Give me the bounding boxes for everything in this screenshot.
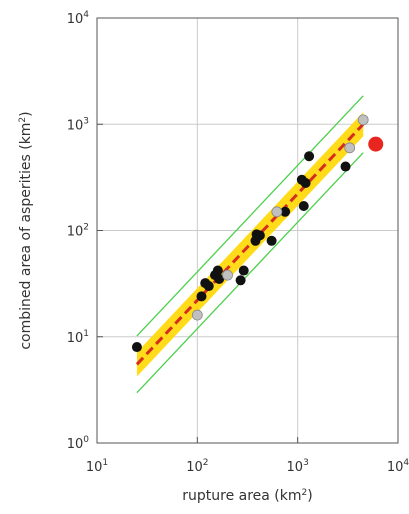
data-point — [203, 281, 214, 292]
y-tick-label: 102 — [67, 223, 89, 240]
data-point — [340, 161, 351, 172]
data-point — [131, 342, 142, 353]
y-axis-label: combined area of asperities (km2) — [18, 111, 34, 349]
gray-data-point — [222, 269, 233, 281]
gray-data-point — [191, 309, 203, 321]
y-tick-label: 104 — [67, 10, 90, 27]
gray-data-point — [357, 114, 369, 126]
grid-lines — [96, 17, 399, 444]
data-point — [266, 235, 277, 246]
x-tick-label: 102 — [186, 458, 208, 475]
data-point — [214, 273, 225, 284]
regression-lines — [135, 95, 365, 394]
y-tick-label: 103 — [67, 116, 89, 133]
data-point — [298, 201, 309, 212]
x-tick-label: 104 — [387, 458, 409, 475]
y-tick-label: 101 — [67, 329, 89, 346]
data-point — [212, 265, 223, 276]
data-point — [280, 206, 291, 217]
lower-bound-line — [136, 152, 364, 394]
y-tick-label: 100 — [67, 435, 90, 452]
gray-data-point — [271, 206, 283, 218]
data-point — [254, 230, 265, 241]
x-tick-label: 101 — [86, 458, 108, 475]
data-points — [131, 114, 384, 353]
axis-ticks: 101 102 103 104 100 101 102 103 104 — [67, 10, 409, 475]
x-axis-label: rupture area (km2) — [182, 488, 312, 504]
data-point — [235, 275, 246, 286]
data-point — [304, 151, 315, 162]
data-point — [300, 177, 311, 188]
x-tick-label: 103 — [287, 458, 309, 475]
fit-line — [135, 123, 365, 366]
upper-bound-line — [136, 95, 364, 337]
gray-data-point — [344, 142, 356, 154]
data-point — [196, 291, 207, 302]
data-point — [238, 265, 249, 276]
highlight-point — [368, 136, 384, 152]
